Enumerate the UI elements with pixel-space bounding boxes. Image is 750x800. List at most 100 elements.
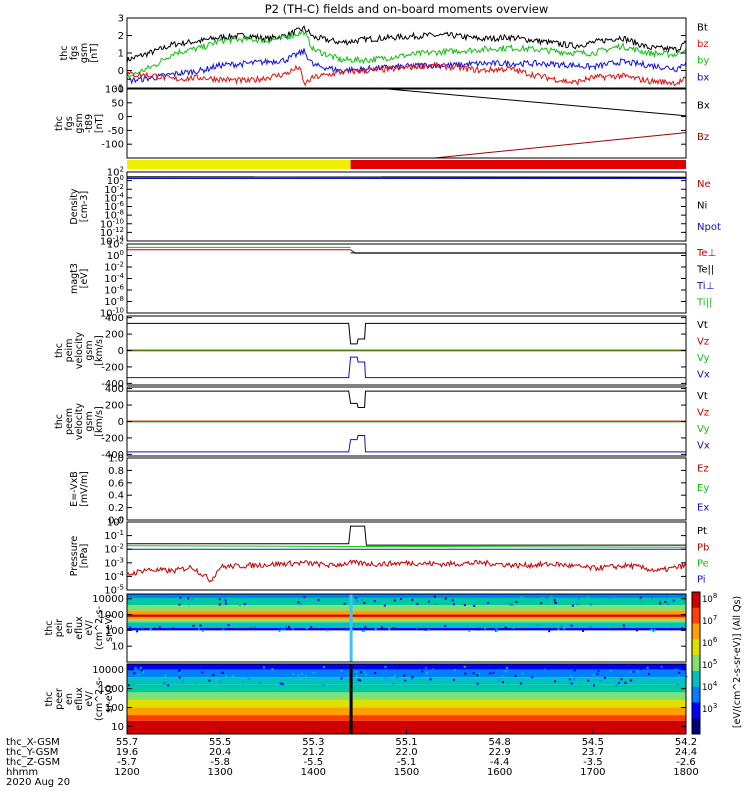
x-row-value: 1400 bbox=[301, 767, 326, 778]
spectrogram-speckle bbox=[433, 595, 436, 598]
x-row-label: thc_Y-GSM bbox=[6, 747, 58, 758]
spectrogram-speckle bbox=[603, 677, 606, 680]
spectrogram-speckle bbox=[519, 682, 522, 685]
spectrogram-speckle bbox=[403, 666, 406, 669]
spectrogram-speckle bbox=[464, 672, 467, 675]
spectrogram-speckle bbox=[622, 624, 625, 627]
spectrogram-speckle bbox=[179, 596, 182, 599]
x-row-label: thc_X-GSM bbox=[6, 737, 60, 748]
x-row-value: 1500 bbox=[394, 767, 419, 778]
legend-label: Ex bbox=[697, 502, 709, 513]
panel-efield: 1.00.80.6 0.40.2 0.0 E=-VxB [mV/m] Ez Ey Ex bbox=[69, 454, 709, 527]
spectrogram-speckle bbox=[356, 600, 359, 603]
spectrogram-speckle bbox=[301, 603, 304, 606]
spectrogram-speckle bbox=[212, 673, 215, 676]
spectrogram-speckle bbox=[609, 597, 612, 600]
colorbar-tick: 108 bbox=[702, 592, 717, 605]
legend-label: Vy bbox=[697, 353, 710, 364]
spectrogram-speckle bbox=[445, 666, 448, 669]
spectrogram-speckle bbox=[630, 679, 633, 682]
spectrogram-speckle bbox=[147, 671, 150, 674]
spectrogram-speckle bbox=[178, 672, 181, 675]
spectrogram-speckle bbox=[131, 668, 134, 671]
spectrogram-speckle bbox=[476, 674, 479, 677]
spectrogram-speckle bbox=[665, 596, 668, 599]
x-row-value: 1600 bbox=[487, 767, 512, 778]
spectrogram-speckle bbox=[426, 672, 429, 675]
y-axis-label: Density bbox=[69, 188, 80, 224]
spectrogram-speckle bbox=[504, 626, 507, 629]
x-row-value: 55.7 bbox=[116, 737, 138, 748]
colorbar-frame bbox=[691, 591, 701, 735]
spectrogram-speckle bbox=[283, 628, 286, 631]
spectrogram-speckle bbox=[178, 603, 181, 606]
spectrogram-speckle bbox=[587, 596, 590, 599]
spectrogram-speckle bbox=[444, 625, 447, 628]
spectrogram-speckle bbox=[589, 625, 592, 628]
spectrogram-speckle bbox=[259, 681, 262, 684]
y-axis-label: thc bbox=[54, 414, 65, 429]
spectrogram-speckle bbox=[674, 668, 677, 671]
y-tick-label: -1 bbox=[114, 84, 124, 95]
y-axis-label: peem bbox=[64, 408, 75, 435]
spectrogram-speckle bbox=[343, 602, 346, 605]
spectrogram-speckle bbox=[329, 598, 332, 601]
y-tick-label: 0.2 bbox=[108, 503, 124, 514]
spectrogram-speckle bbox=[322, 684, 325, 687]
x-row-value: 54.8 bbox=[489, 737, 511, 748]
panel-peem: 400 200 0 -200 -400 thc peem velocity gsm [km/s] V… bbox=[54, 384, 710, 461]
spectrogram-speckle bbox=[615, 684, 618, 687]
spectrogram-speckle bbox=[205, 666, 208, 669]
spectrogram-speckle bbox=[178, 670, 181, 673]
x-row-value: -5.5 bbox=[304, 757, 324, 768]
spectrogram-speckle bbox=[541, 596, 544, 599]
legend-label: Vt bbox=[697, 320, 708, 331]
y-axis-label: peer bbox=[54, 688, 65, 710]
spectrogram-speckle bbox=[570, 682, 573, 685]
y-tick-label: 10-4 bbox=[104, 570, 124, 583]
spectrogram-speckle bbox=[178, 676, 181, 679]
spectrogram-speckle bbox=[182, 680, 185, 683]
spectrogram-speckle bbox=[411, 598, 414, 601]
spectrogram-speckle bbox=[241, 684, 244, 687]
spectrogram-speckle bbox=[495, 666, 498, 669]
spectrogram-speckle bbox=[557, 628, 560, 631]
x-row-label: 2020 Aug 20 bbox=[6, 777, 70, 788]
spectrogram-speckle bbox=[571, 604, 574, 607]
spectrogram-speckle bbox=[492, 671, 495, 674]
x-row-value: 55.5 bbox=[209, 737, 231, 748]
spectrogram-speckle bbox=[197, 599, 200, 602]
spectrogram-speckle bbox=[635, 629, 638, 632]
legend-label: Vx bbox=[697, 370, 710, 381]
spectrogram-speckle bbox=[392, 627, 395, 630]
spectrogram-speckle bbox=[639, 596, 642, 599]
spectrogram-speckle bbox=[577, 597, 580, 600]
y-axis-label: en bbox=[64, 693, 75, 705]
spectrogram-speckle bbox=[447, 603, 450, 606]
colorbar: 108 107 106 105 104 103 [eV/(cm^2-s-sr-eV)] (A… bbox=[691, 591, 743, 735]
spectrogram-speckle bbox=[667, 603, 670, 606]
series-Bx bbox=[387, 88, 687, 117]
status-bar-segment bbox=[127, 160, 351, 169]
spectrogram-speckle bbox=[191, 598, 194, 601]
spectrogram-speckle bbox=[297, 601, 300, 604]
y-axis-label: [eV] bbox=[79, 269, 90, 289]
series-Pt bbox=[127, 525, 686, 546]
series-Vx bbox=[127, 356, 686, 379]
spectrogram-band bbox=[127, 720, 686, 734]
series-Vx bbox=[127, 435, 686, 453]
spectrogram-speckle bbox=[445, 679, 448, 682]
spectrogram-speckle bbox=[476, 682, 479, 685]
spectrogram-speckle bbox=[136, 630, 139, 633]
spectrogram-speckle bbox=[502, 675, 505, 678]
spectrogram-speckle bbox=[677, 674, 680, 677]
spectrogram-speckle bbox=[495, 629, 498, 632]
panel-peim: 400 200 0 -200 -400 thc peim velocity gsm [km/s] V… bbox=[54, 313, 710, 390]
series-Ni bbox=[126, 176, 687, 178]
panel-peir: 10000 1000 100 10 thc peir en eflux eV/(cm^2-s-s… bbox=[44, 593, 687, 663]
legend-label: Ey bbox=[697, 483, 709, 494]
y-tick-label: 0 bbox=[118, 417, 124, 428]
spectrogram-speckle bbox=[222, 628, 225, 631]
spectrogram-speckle bbox=[383, 604, 386, 607]
spectrogram-speckle bbox=[632, 670, 635, 673]
